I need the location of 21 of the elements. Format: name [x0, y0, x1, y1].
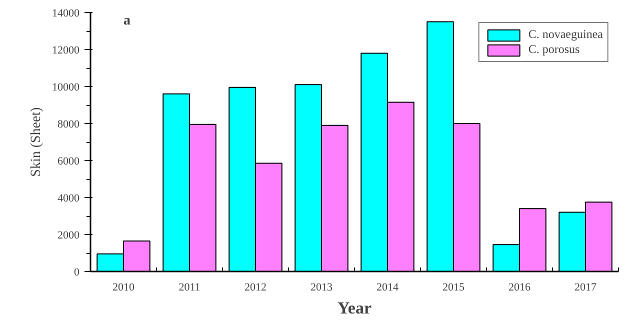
y-tick-label: 4000	[58, 192, 80, 204]
x-tick-label: 2015	[442, 282, 465, 294]
y-tick-label: 8000	[58, 118, 80, 130]
y-tick-label: 6000	[58, 156, 80, 168]
annotation: a	[124, 14, 130, 28]
legend-label: C. novaeguinea	[528, 27, 603, 42]
x-tick-label: 2016	[508, 282, 531, 294]
x-tick-label: 2010	[112, 282, 135, 294]
y-axis-title: Skin (Sheet)	[29, 106, 44, 177]
x-tick-label: 2014	[376, 282, 399, 294]
legend-label: C. porosus	[528, 42, 580, 57]
y-tick-label: 12000	[52, 44, 80, 56]
y-tick-label: 10000	[52, 82, 80, 94]
x-tick-label: 2012	[244, 282, 266, 294]
x-tick-label: 2011	[178, 282, 200, 294]
x-tick-label: 2017	[574, 282, 597, 294]
x-axis-title: Year	[338, 298, 372, 318]
y-tick-label: 0	[74, 266, 80, 278]
y-tick-label: 14000	[52, 8, 80, 20]
x-tick-label: 2013	[310, 282, 333, 294]
y-tick-label: 2000	[58, 230, 80, 242]
